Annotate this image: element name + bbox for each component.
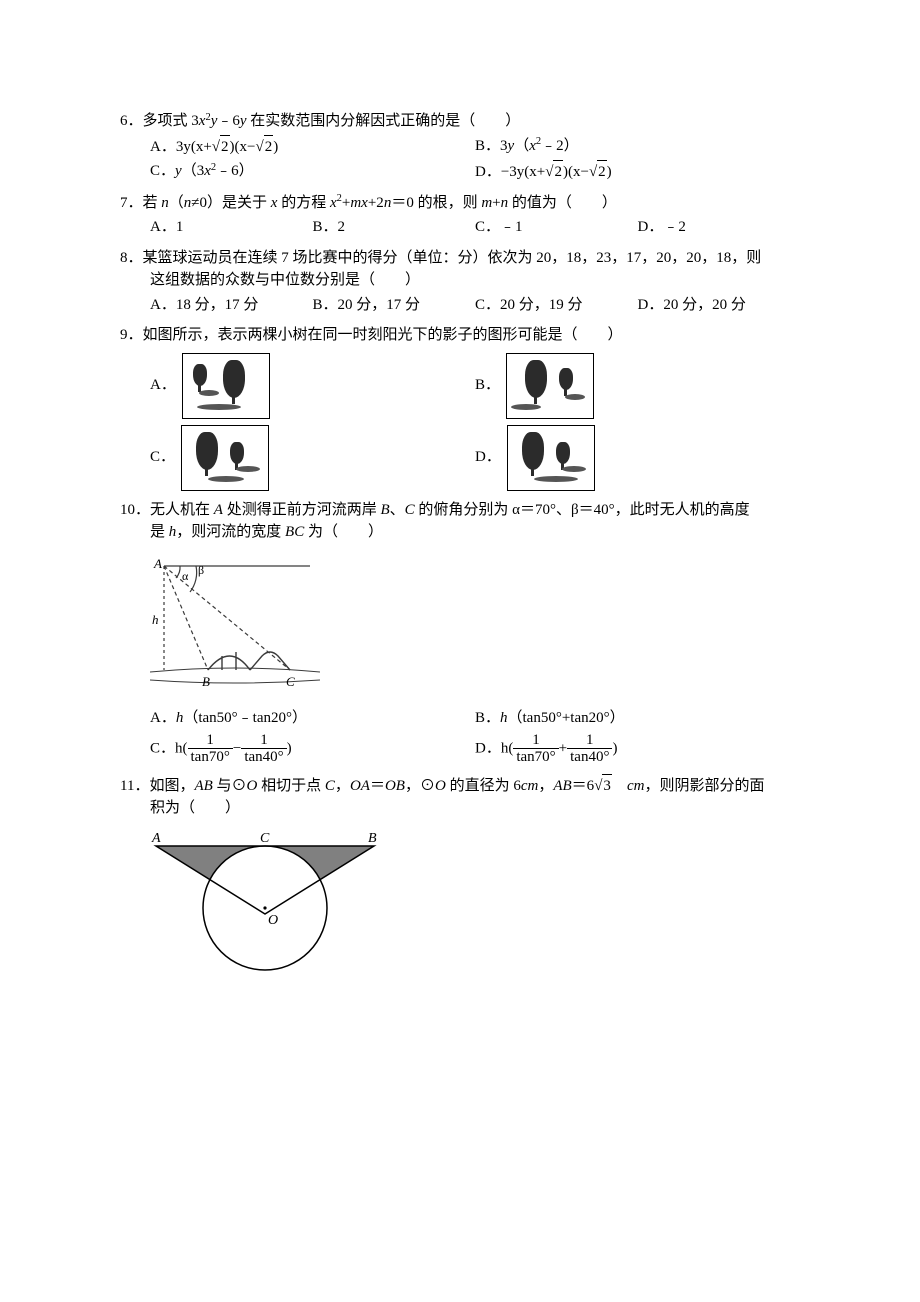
q10-opt-b: B．h（tan50°+tan20°）: [475, 707, 800, 730]
q9-stem: 9．如图所示，表示两棵小树在同一时刻阳光下的影子的图形可能是（ ）: [120, 324, 800, 347]
q7-opts: A．1 B．2 C．﹣1 D．﹣2: [150, 216, 800, 239]
q9-label-b: B．: [475, 374, 500, 397]
svg-text:A: A: [153, 556, 162, 571]
q7-opt-c: C．﹣1: [475, 216, 638, 239]
q6-stem: 6．多项式 3x2y﹣6y 在实数范围内分解因式正确的是（ ）: [120, 110, 800, 133]
question-6: 6．多项式 3x2y﹣6y 在实数范围内分解因式正确的是（ ） A．3y(x+2…: [120, 110, 800, 184]
q7-stem: 7．若 n（n≠0）是关于 x 的方程 x2+mx+2n＝0 的根，则 m+n …: [120, 192, 800, 215]
q9-cell-b: B．: [475, 353, 800, 419]
svg-text:C: C: [286, 674, 295, 689]
q9-label-c: C．: [150, 446, 175, 469]
q10-figure: A β α h B C: [150, 552, 800, 700]
question-7: 7．若 n（n≠0）是关于 x 的方程 x2+mx+2n＝0 的根，则 m+n …: [120, 192, 800, 239]
q9-cell-d: D．: [475, 425, 800, 491]
q10-opt-c: C．h(1tan70°−1tan40°): [150, 732, 475, 766]
q8-opt-b: B．20 分，17 分: [313, 294, 476, 317]
q6-row1: A．3y(x+2)(x−2) B．3y（x2﹣2）: [150, 135, 800, 159]
q10-row2: C．h(1tan70°−1tan40°) D．h(1tan70°+1tan40°…: [150, 732, 800, 766]
q10-row1: A．h（tan50°﹣tan20°） B．h（tan50°+tan20°）: [150, 707, 800, 730]
svg-text:B: B: [202, 674, 210, 689]
q7-opt-d: D．﹣2: [638, 216, 801, 239]
q10-stem2: 是 h，则河流的宽度 BC 为（ ）: [150, 521, 800, 544]
question-9: 9．如图所示，表示两棵小树在同一时刻阳光下的影子的图形可能是（ ） A． B．: [120, 324, 800, 491]
q8-stem1: 8．某篮球运动员在连续 7 场比赛中的得分（单位：分）依次为 20，18，23，…: [120, 247, 800, 270]
q9-figure-d: [507, 425, 595, 491]
q11-figure: A C B O: [150, 826, 800, 984]
q7-opt-a: A．1: [150, 216, 313, 239]
svg-text:β: β: [198, 563, 204, 577]
q10-c-pre: C．h(: [150, 740, 188, 756]
q7-opt-b: B．2: [313, 216, 476, 239]
q8-opt-a: A．18 分，17 分: [150, 294, 313, 317]
q9-figure-c: [181, 425, 269, 491]
q9-figure-a: [182, 353, 270, 419]
q11-label-o: O: [268, 913, 278, 928]
q9-cell-c: C．: [150, 425, 475, 491]
exam-page: 6．多项式 3x2y﹣6y 在实数范围内分解因式正确的是（ ） A．3y(x+2…: [0, 0, 920, 1051]
q10-opt-d: D．h(1tan70°+1tan40°): [475, 732, 800, 766]
q6-row2: C．y（3x2﹣6） D．−3y(x+2)(x−2): [150, 160, 800, 184]
q8-stem2: 这组数据的众数与中位数分别是（ ）: [150, 269, 800, 292]
q11-label-b: B: [368, 831, 377, 846]
q9-row1: A． B．: [150, 353, 800, 419]
question-8: 8．某篮球运动员在连续 7 场比赛中的得分（单位：分）依次为 20，18，23，…: [120, 247, 800, 317]
svg-text:α: α: [182, 569, 189, 583]
q6-opt-a: A．3y(x+2)(x−2): [150, 135, 475, 159]
question-10: 10．无人机在 A 处测得正前方河流两岸 B、C 的俯角分别为 α＝70°、β＝…: [120, 499, 800, 766]
q11-label-a: A: [151, 831, 161, 846]
question-11: 11．如图，AB 与⊙O 相切于点 C，OA＝OB，⊙O 的直径为 6cm，AB…: [120, 774, 800, 984]
q10-stem1: 10．无人机在 A 处测得正前方河流两岸 B、C 的俯角分别为 α＝70°、β＝…: [120, 499, 800, 522]
q6-opt-d: D．−3y(x+2)(x−2): [475, 160, 800, 184]
q11-label-c: C: [260, 831, 270, 846]
q6-opt-b: B．3y（x2﹣2）: [475, 135, 800, 159]
q8-opt-c: C．20 分，19 分: [475, 294, 638, 317]
q11-stem1: 11．如图，AB 与⊙O 相切于点 C，OA＝OB，⊙O 的直径为 6cm，AB…: [120, 774, 800, 798]
q6-opt-c: C．y（3x2﹣6）: [150, 160, 475, 184]
q10-opt-a: A．h（tan50°﹣tan20°）: [150, 707, 475, 730]
q9-cell-a: A．: [150, 353, 475, 419]
q8-opts: A．18 分，17 分 B．20 分，17 分 C．20 分，19 分 D．20…: [150, 294, 800, 317]
q9-label-a: A．: [150, 374, 176, 397]
svg-text:h: h: [152, 612, 159, 627]
q10-d-pre: D．h(: [475, 740, 513, 756]
q9-figure-b: [506, 353, 594, 419]
q9-label-d: D．: [475, 446, 501, 469]
q11-stem2: 积为（ ）: [150, 797, 800, 820]
q9-row2: C． D．: [150, 425, 800, 491]
q8-opt-d: D．20 分，20 分: [638, 294, 801, 317]
